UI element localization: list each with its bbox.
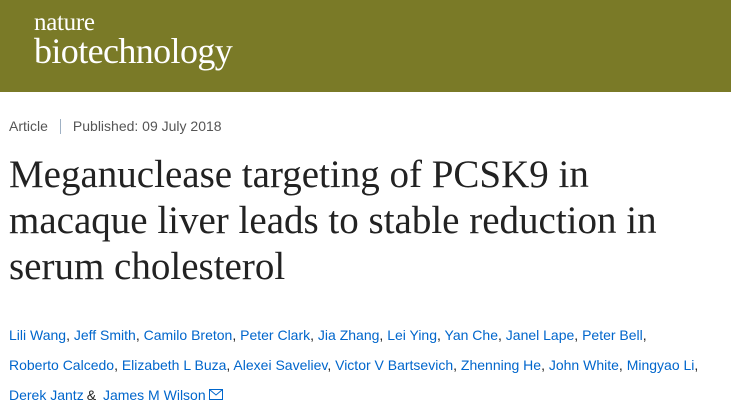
author-link[interactable]: Yan Che <box>444 327 498 343</box>
author-link[interactable]: James M Wilson <box>102 387 206 403</box>
author-separator: , <box>310 327 315 343</box>
author-separator: , <box>642 327 647 343</box>
author: Yan Che, <box>445 327 502 343</box>
envelope <box>208 389 223 400</box>
author-separator: , <box>453 357 458 373</box>
published-date: Published: 09 July 2018 <box>72 118 222 134</box>
author-separator: , <box>327 357 332 373</box>
author-link[interactable]: Victor V Bartsevich <box>335 357 454 373</box>
author-link[interactable]: Camilo Breton <box>143 327 233 343</box>
author-separator: , <box>498 327 502 343</box>
author: Derek Jantz & <box>9 387 99 403</box>
author-link[interactable]: John White <box>548 357 619 373</box>
author: Lei Ying, <box>387 327 441 343</box>
author-separator: , <box>226 357 231 373</box>
author-separator: , <box>66 327 70 343</box>
author-separator: , <box>379 327 384 343</box>
author: Camilo Breton, <box>144 327 237 343</box>
author-separator: , <box>232 327 237 343</box>
author-separator: , <box>618 357 623 373</box>
author-link[interactable]: Elizabeth L Buza <box>121 357 227 373</box>
brand-bottom[interactable]: biotechnology <box>34 31 233 71</box>
author-link[interactable]: Roberto Calcedo <box>9 357 115 373</box>
author-separator: , <box>114 357 118 373</box>
author: Elizabeth L Buza, <box>122 357 230 373</box>
author-link[interactable]: Peter Clark <box>240 327 311 343</box>
author: Lili Wang, <box>9 327 70 343</box>
author: Jeff Smith, <box>74 327 140 343</box>
author: James M Wilson <box>103 387 223 403</box>
author-link[interactable]: Janel Lape <box>505 327 575 343</box>
brand-logo[interactable]: nature biotechnology <box>34 9 233 71</box>
author: Alexei Saveliev, <box>233 357 331 373</box>
author-link[interactable]: Jeff Smith <box>73 327 136 343</box>
author-separator: , <box>437 327 441 343</box>
article-meta: Article Published: 09 July 2018 <box>9 118 222 134</box>
author-separator: , <box>541 357 545 373</box>
envelope-flap <box>208 389 223 396</box>
author-link[interactable]: Lili Wang <box>9 327 67 343</box>
author: Mingyao Li, <box>627 357 699 373</box>
author: Victor V Bartsevich, <box>335 357 457 373</box>
author-link[interactable]: Lei Ying <box>387 327 438 343</box>
author-link[interactable]: Alexei Saveliev <box>233 357 328 373</box>
separator <box>59 118 61 134</box>
site-header: nature biotechnology <box>0 0 731 92</box>
author: Peter Clark, <box>240 327 314 343</box>
author-link[interactable]: Zhenning He <box>460 357 542 373</box>
author-link[interactable]: Mingyao Li <box>626 357 695 373</box>
article-type: Article <box>9 118 48 134</box>
author: Roberto Calcedo, <box>9 357 118 373</box>
author: Peter Bell, <box>582 327 647 343</box>
author-separator: & <box>86 387 97 403</box>
author-list: Lili Wang, Jeff Smith, Camilo Breton, Pe… <box>9 320 727 410</box>
article-title: Meganuclease targeting of PCSK9 in macaq… <box>9 153 657 288</box>
author: John White, <box>549 357 623 373</box>
email-icon[interactable] <box>208 389 223 400</box>
author-separator: , <box>135 327 140 343</box>
author-link[interactable]: Peter Bell <box>582 327 643 343</box>
author-separator: , <box>694 357 699 373</box>
author: Janel Lape, <box>506 327 578 343</box>
author: Jia Zhang, <box>318 327 383 343</box>
author-link[interactable]: Derek Jantz <box>9 387 84 403</box>
brand-top[interactable]: nature <box>34 9 95 36</box>
author: Zhenning He, <box>461 357 545 373</box>
author-link[interactable]: Jia Zhang <box>317 327 380 343</box>
author-separator: , <box>574 327 579 343</box>
